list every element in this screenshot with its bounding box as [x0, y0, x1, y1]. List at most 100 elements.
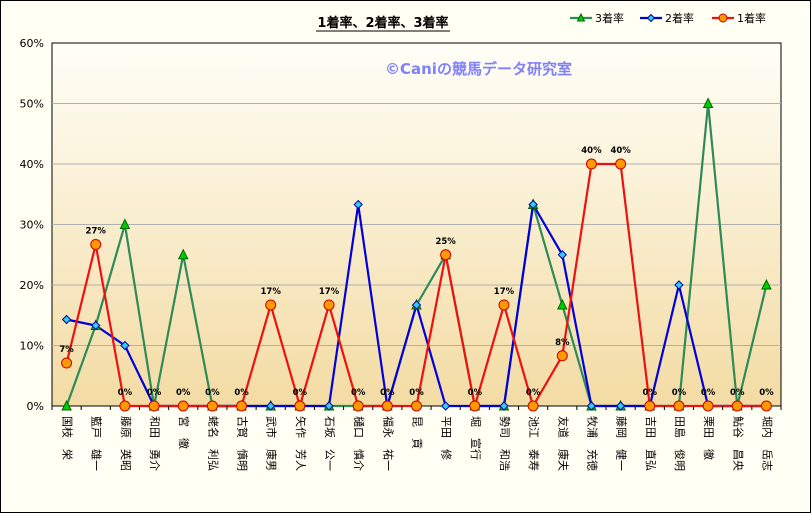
- point-circle: [673, 400, 685, 412]
- x-tick-label: 栗田 徹: [702, 416, 716, 460]
- point-diamond: [615, 401, 626, 411]
- point-circle: [469, 400, 481, 412]
- point-diamond: [120, 340, 130, 351]
- x-tick-label: 友道 康夫: [556, 416, 570, 471]
- legend-label: 1着率: [737, 11, 766, 25]
- x-tick-label: 古賀 慎明: [236, 416, 250, 471]
- point-diamond: [528, 199, 538, 210]
- point-circle: [498, 299, 510, 311]
- x-tick-label: 和田 勇介: [148, 416, 161, 471]
- x-tick-label: 吉田 直弘: [644, 416, 658, 471]
- point-circle: [615, 158, 627, 170]
- data-label: 17%: [319, 287, 340, 297]
- data-label: 0%: [730, 388, 745, 398]
- data-label: 7%: [59, 345, 74, 355]
- point-diamond: [324, 401, 334, 411]
- y-tick-label: 0%: [27, 400, 44, 413]
- x-tick-label: 国枝 栄: [61, 416, 75, 460]
- x-tick-label: 堀内 岳志: [760, 416, 774, 471]
- point-triangle: [702, 97, 714, 108]
- x-tick-label: 勢司 和浩: [498, 416, 512, 471]
- data-label: 0%: [176, 388, 191, 398]
- x-tick-label: 鮎谷 昌央: [731, 416, 745, 471]
- y-tick-label: 40%: [20, 158, 44, 171]
- data-label: 0%: [759, 388, 774, 398]
- grid: [52, 103, 781, 346]
- legend-label: 2着率: [665, 11, 694, 25]
- point-diamond: [353, 199, 363, 210]
- point-circle: [352, 400, 364, 412]
- point-circle: [644, 400, 656, 412]
- x-tick-label: 石坂 公一: [323, 416, 336, 471]
- x-tick-label: 田島 俊明: [673, 416, 687, 471]
- point-circle: [731, 400, 743, 412]
- point-triangle: [119, 218, 131, 229]
- legend-marker: [718, 13, 728, 23]
- data-label: 40%: [610, 146, 631, 156]
- point-circle: [177, 400, 189, 412]
- point-circle: [90, 238, 102, 250]
- x-tick-label: 昆 貢: [411, 416, 424, 449]
- x-tick-label: 平田 修: [440, 416, 454, 460]
- y-tick-label: 60%: [20, 37, 44, 50]
- data-label: 0%: [672, 388, 687, 398]
- point-circle: [556, 350, 568, 362]
- series-group: [61, 97, 772, 412]
- data-label: 0%: [205, 388, 220, 398]
- point-circle: [702, 400, 714, 412]
- data-label: 0%: [351, 388, 366, 398]
- point-diamond: [557, 250, 568, 260]
- data-label: 0%: [380, 388, 395, 398]
- point-circle: [265, 299, 277, 311]
- point-triangle: [761, 278, 772, 290]
- point-diamond: [91, 320, 101, 331]
- point-circle: [411, 400, 422, 412]
- y-tick-label: 50%: [20, 98, 44, 111]
- x-tick-label: 藤原 英昭: [119, 416, 133, 471]
- x-axis-ticks: 国枝 栄 藍戸 雄一 藤原 英昭 和田 勇介 宮 徹 蛯名 利弘 古賀 慎明 武市 康男 矢作 …: [51, 406, 782, 471]
- point-diamond: [411, 300, 422, 310]
- data-label: 17%: [494, 287, 515, 297]
- point-circle: [323, 299, 335, 311]
- x-tick-label: 池江 泰寿: [527, 416, 541, 471]
- legend-label: 3着率: [595, 11, 624, 25]
- x-tick-label: 堀 宣行: [469, 416, 483, 460]
- point-circle: [760, 400, 772, 412]
- x-tick-label: 蛯名 利弘: [206, 416, 220, 471]
- point-diamond: [674, 280, 684, 290]
- x-tick-label: 牧浦 充徳: [585, 416, 599, 471]
- point-circle: [440, 249, 452, 261]
- point-circle: [119, 400, 131, 412]
- point-triangle: [556, 298, 568, 310]
- point-circle: [381, 400, 393, 412]
- y-tick-label: 30%: [20, 219, 44, 232]
- chart-title: 1着率、2着率、3着率: [317, 15, 448, 31]
- point-diamond: [440, 401, 451, 411]
- data-label: 0%: [118, 388, 133, 398]
- point-circle: [527, 400, 539, 412]
- legend: 3着率 2着率 1着率: [570, 11, 766, 25]
- y-axis-ticks: 0% 10% 20% 30% 40% 50% 60%: [20, 37, 44, 413]
- point-circle: [206, 400, 218, 412]
- data-label: 0%: [701, 388, 716, 398]
- data-labels: 7% 27% 0% 0% 0% 0% 0% 17% 0% 17% 0% 0% 0% 25% 0% 17% 0% 8…: [59, 146, 774, 398]
- point-circle: [294, 400, 306, 412]
- data-label: 0%: [468, 388, 483, 398]
- data-label: 0%: [409, 388, 424, 398]
- x-tick-label: 藍戸 雄一: [90, 416, 104, 471]
- data-label: 0%: [526, 388, 541, 398]
- legend-marker: [576, 12, 586, 22]
- point-diamond: [586, 401, 597, 411]
- point-triangle: [61, 399, 72, 411]
- point-diamond: [265, 401, 276, 411]
- x-tick-label: 藤岡 健一: [615, 416, 628, 471]
- point-triangle: [177, 248, 189, 260]
- legend-marker: [646, 13, 656, 23]
- point-diamond: [499, 401, 509, 411]
- x-tick-label: 福永 祐一: [381, 416, 395, 471]
- x-tick-label: 武市 康男: [265, 416, 279, 471]
- x-tick-label: 樋口 慎介: [352, 416, 366, 471]
- data-label: 0%: [643, 388, 658, 398]
- data-label: 17%: [261, 287, 282, 297]
- x-tick-label: 宮 徹: [177, 416, 191, 449]
